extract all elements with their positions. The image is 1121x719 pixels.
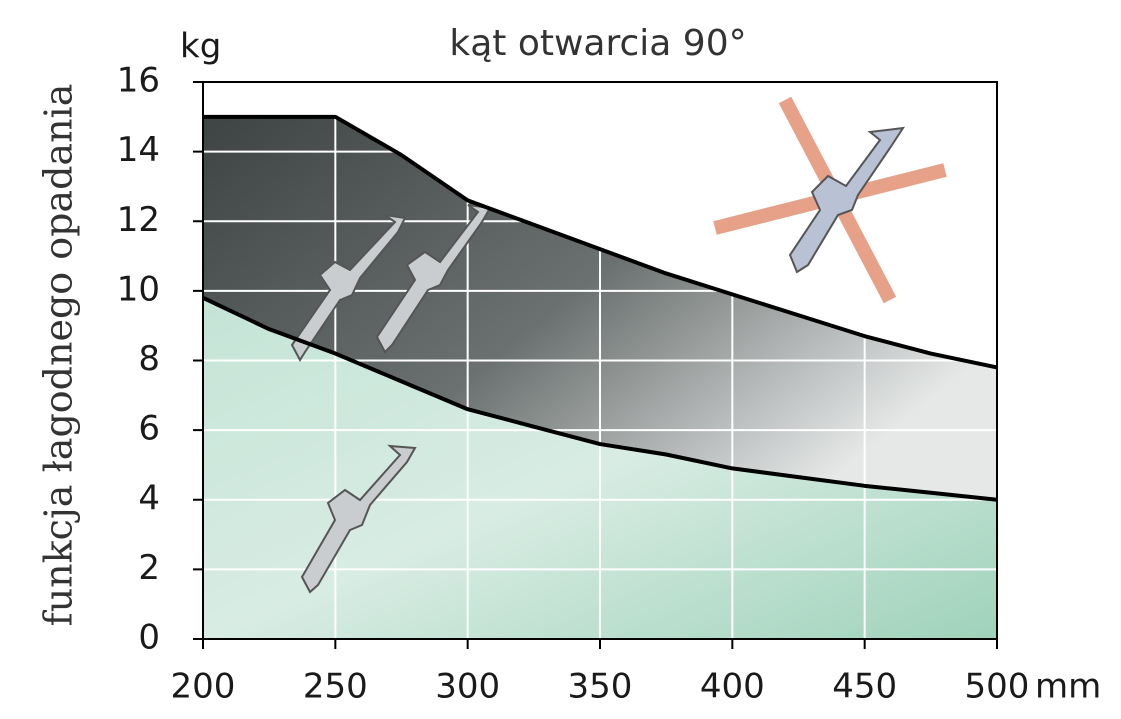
icons [290, 96, 947, 594]
x-tick-label: 350 [568, 667, 633, 707]
chart-title: kąt otwarcia 90° [449, 23, 746, 64]
x-tick-label: 450 [832, 667, 897, 707]
y-tick-label: 10 [117, 269, 160, 309]
y-tick-label: 2 [138, 548, 160, 588]
y-tick-label: 14 [117, 130, 160, 170]
y-tick-label: 0 [138, 618, 160, 658]
curve [202, 296, 998, 502]
icon-open-angled [290, 204, 492, 594]
x-tick-label: 200 [171, 667, 236, 707]
icon-crossed [713, 96, 947, 304]
x-tick-label: 250 [303, 667, 368, 707]
y-tick-label: 6 [138, 409, 160, 449]
x-tick-label: 300 [435, 667, 500, 707]
x-unit: mm [1035, 667, 1101, 707]
x-tick-label: 500 [965, 667, 1030, 707]
curve [203, 114, 998, 370]
y-unit: kg [180, 27, 221, 67]
y-tick-label: 4 [138, 478, 160, 518]
x-tick-label: 400 [700, 667, 765, 707]
y-axis-label: funkcja łagodnego opadania [37, 84, 81, 627]
y-tick-label: 8 [138, 339, 160, 379]
y-tick-label: 16 [117, 61, 160, 101]
y-tick-label: 12 [117, 200, 160, 240]
